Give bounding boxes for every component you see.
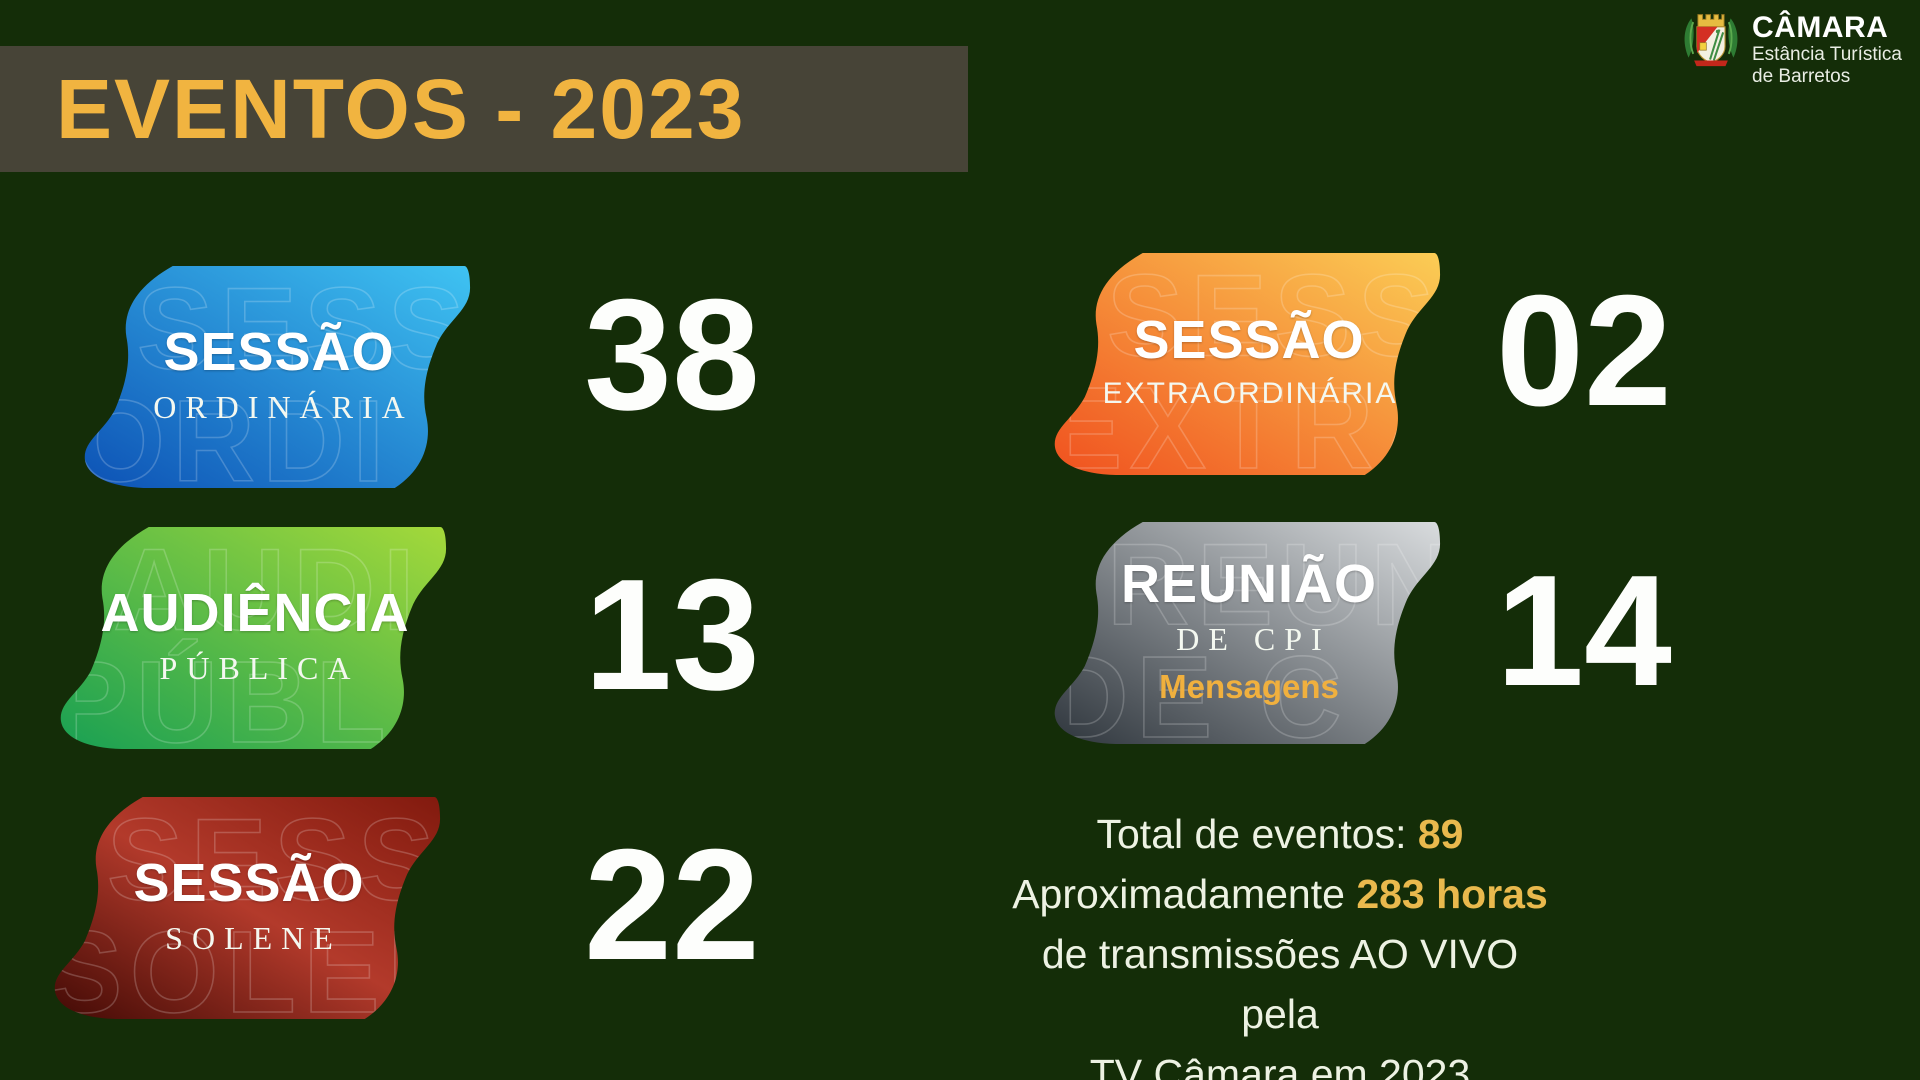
svg-text:ORDI: ORDI [76,377,392,506]
count-sessao-ordinaria: 38 [584,267,760,443]
svg-text:SOLEN: SOLEN [46,908,477,1037]
badge-reuniao-de-cpi: REUN DE C REUNIÃO DE CPI Mensagens [1052,522,1442,744]
logo-subtitle-line1: Estância Turística [1752,44,1902,65]
svg-text:PÚBL: PÚBL [52,638,393,767]
badge-watermark: AUDI PÚBL [52,525,422,767]
badge-subtitle: DE CPI [1176,620,1331,657]
summary-text: Total de eventos: 89 Aproximadamente 283… [1005,804,1555,1080]
badge-watermark: REUN DE C [1046,520,1461,762]
svg-text:AUDI: AUDI [113,525,422,654]
svg-text:EXTRA: EXTRA [1046,364,1471,493]
badge-subtitle: PÚBLICA [159,649,360,686]
count-sessao-extraordinaria: 02 [1496,263,1672,439]
badge-subtitle: SOLENE [165,919,342,956]
badge-wave-shape [1054,253,1441,475]
total-events-value: 89 [1417,811,1464,857]
svg-text:SESS: SESS [137,264,472,393]
title-bar: EVENTOS - 2023 [0,46,968,172]
badge-subtitle: EXTRAORDINÁRIA [1102,377,1398,410]
summary-line-channel: TV Câmara em 2023 [1089,1051,1471,1080]
badge-note: Mensagens [1159,667,1339,705]
summary-line-broadcast: de transmissões AO VIVO pela [1041,931,1519,1037]
logo-text: CÂMARA Estância Turística de Barretos [1752,6,1902,88]
badge-labels: AUDIÊNCIA PÚBLICA [58,527,448,749]
count-sessao-solene: 22 [584,817,760,993]
count-reuniao-de-cpi: 14 [1496,543,1672,719]
badge-title: AUDIÊNCIA [100,582,410,643]
badge-title: REUNIÃO [1120,553,1377,614]
count-audiencia-publica: 13 [584,547,760,723]
summary-line-total: Total de eventos: 89 [1096,811,1464,857]
badge-labels: SESSÃO SOLENE [52,797,442,1019]
badge-sessao-solene: SESS SOLEN SESSÃO SOLENE [52,797,442,1019]
broadcast-hours-value: 283 horas [1356,871,1548,917]
logo: CÂMARA Estância Turística de Barretos [1682,6,1902,88]
summary-line-hours: Aproximadamente 283 horas [1012,871,1548,917]
logo-subtitle-line2: de Barretos [1752,66,1851,87]
svg-text:SESS: SESS [1107,251,1442,380]
svg-text:SESS: SESS [107,795,442,924]
badge-labels: REUNIÃO DE CPI Mensagens [1052,522,1442,744]
badge-subtitle: ORDINÁRIA [153,388,414,425]
badge-labels: SESSÃO EXTRAORDINÁRIA [1052,253,1442,475]
svg-text:REUN: REUN [1107,520,1461,649]
badge-wave-shape [54,797,441,1019]
badge-wave-shape [60,527,447,749]
page-title: EVENTOS - 2023 [56,62,746,156]
badge-watermark: SESS ORDI [76,264,472,506]
badge-watermark: SESS SOLEN [46,795,477,1037]
badge-sessao-ordinaria: SESS ORDI SESSÃO ORDINÁRIA [82,266,472,488]
badge-title: SESSÃO [1133,310,1365,370]
coat-of-arms-icon [1684,14,1738,67]
svg-text:DE C: DE C [1046,633,1349,762]
logo-org-name: CÂMARA [1752,11,1889,44]
badge-wave-shape [1054,522,1441,744]
badge-audiencia-publica: AUDI PÚBL AUDIÊNCIA PÚBLICA [58,527,448,749]
badge-watermark: SESS EXTRA [1046,251,1471,493]
badge-sessao-extraordinaria: SESS EXTRA SESSÃO EXTRAORDINÁRIA [1052,253,1442,475]
badge-labels: SESSÃO ORDINÁRIA [82,266,472,488]
badge-title: SESSÃO [163,321,395,382]
badge-title: SESSÃO [133,852,365,913]
badge-wave-shape [84,266,471,488]
